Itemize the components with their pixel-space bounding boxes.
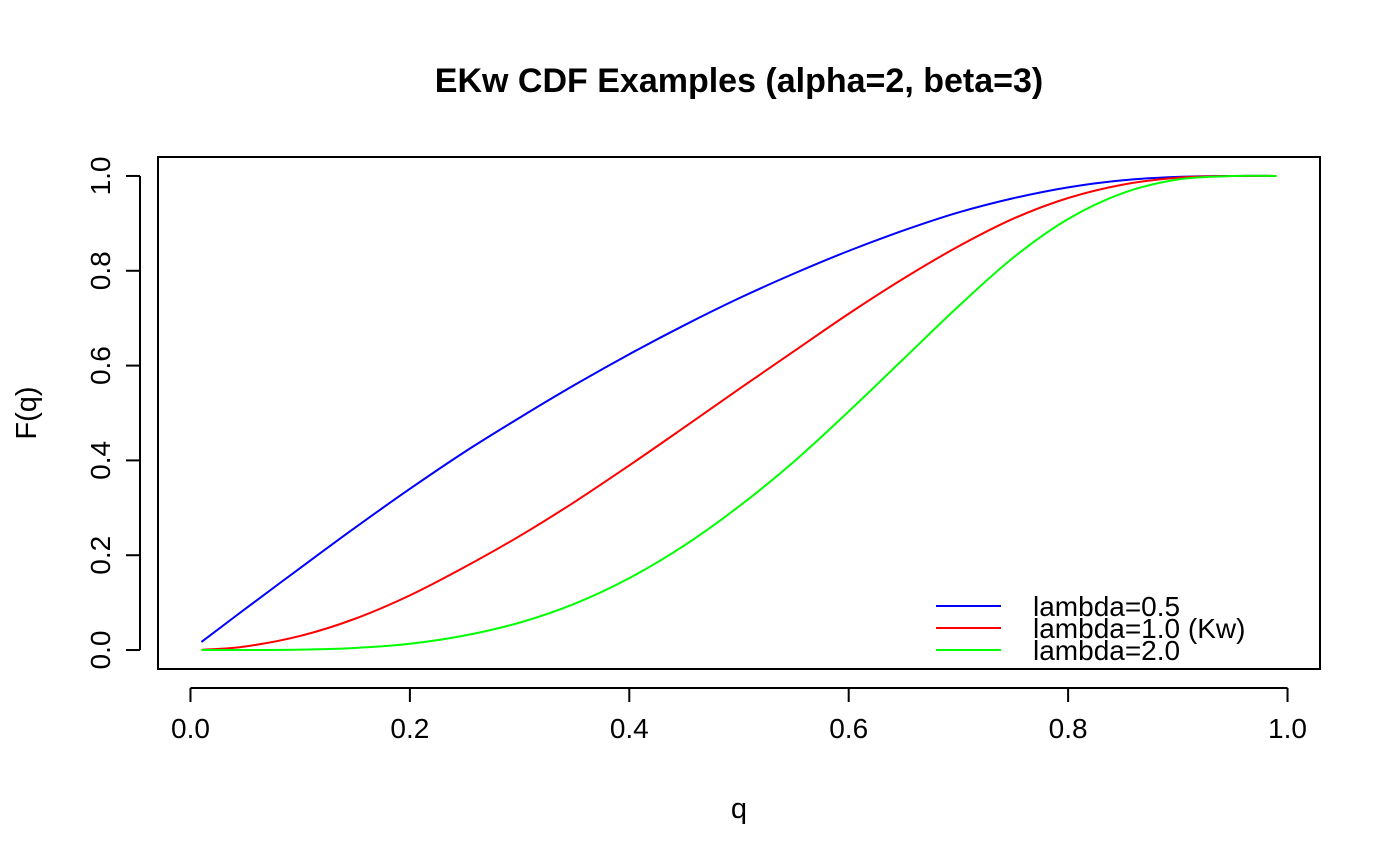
y-tick-label: 1.0 — [85, 156, 116, 195]
series-line-3 — [201, 174, 1277, 652]
series-line-1 — [200, 174, 1277, 643]
series-lines — [200, 174, 1277, 652]
series-line-2 — [201, 174, 1277, 651]
y-axis-title: F(q) — [11, 386, 43, 439]
legend-label-2: lambda=1.0 (Kw) — [1033, 613, 1245, 644]
chart-title: EKw CDF Examples (alpha=2, beta=3) — [435, 62, 1043, 100]
x-tick-label: 0.8 — [1049, 713, 1088, 744]
x-tick-label: 0.0 — [171, 713, 210, 744]
y-tick-label: 0.0 — [85, 631, 116, 670]
y-tick-label: 0.8 — [85, 251, 116, 290]
legend-label-3: lambda=2.0 — [1033, 635, 1180, 666]
x-tick-label: 0.2 — [390, 713, 429, 744]
x-tick-label: 0.6 — [829, 713, 868, 744]
x-axis: 0.0 0.2 0.4 0.6 0.8 1.0 — [171, 687, 1307, 744]
y-tick-label: 0.2 — [85, 536, 116, 575]
x-tick-label: 1.0 — [1268, 713, 1307, 744]
x-axis-title: q — [731, 793, 747, 825]
y-axis: 0.0 0.2 0.4 0.6 0.8 1.0 — [85, 156, 141, 670]
x-tick-label: 0.4 — [610, 713, 649, 744]
plot-frame — [157, 156, 1321, 670]
y-tick-label: 0.4 — [85, 441, 116, 480]
legend-label-1: lambda=0.5 — [1033, 591, 1180, 622]
y-tick-label: 0.6 — [85, 346, 116, 385]
